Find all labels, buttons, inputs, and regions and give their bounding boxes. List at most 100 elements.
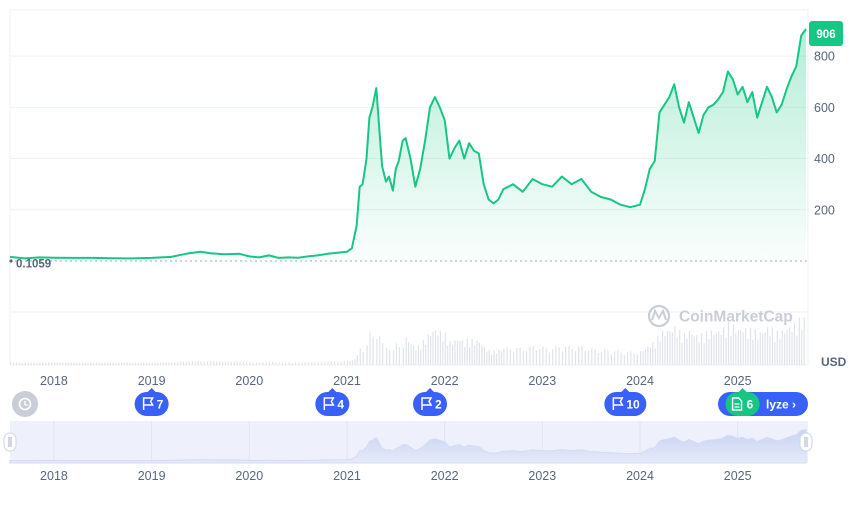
volume-bar	[498, 350, 500, 365]
volume-bar	[265, 362, 267, 365]
volume-bar	[749, 327, 752, 365]
volume-bar	[617, 350, 619, 365]
volume-bar	[252, 362, 254, 365]
volume-bar	[392, 350, 395, 365]
volume-bar	[776, 330, 778, 365]
event-flag-1[interactable]: 7	[134, 388, 169, 416]
volume-bar	[291, 362, 293, 365]
volume-bar	[774, 342, 776, 365]
volume-bar	[171, 362, 173, 365]
y-tick-label: 400	[814, 152, 835, 166]
volume-bar	[439, 330, 441, 365]
volume-bar	[662, 330, 664, 365]
volume-bar	[70, 362, 72, 365]
event-count: 7	[157, 398, 164, 412]
y-tick-label: 800	[814, 50, 835, 64]
volume-bar	[298, 362, 300, 365]
volume-bar	[376, 338, 378, 365]
volume-bar	[571, 349, 573, 365]
volume-bar	[483, 347, 485, 365]
x-tick-label: 2024	[626, 374, 654, 388]
volume-bar	[725, 337, 727, 365]
event-doc-5[interactable]: 6	[725, 388, 760, 416]
volume-bar	[327, 362, 329, 365]
x-axis: 2018 2019 2020 2021 2022 2023 2024 2025	[40, 374, 752, 388]
volume-bar	[623, 355, 625, 365]
volume-bar	[513, 351, 515, 365]
y-tick-label: 600	[814, 101, 835, 115]
volume-bar	[134, 362, 137, 365]
volume-bar	[415, 350, 417, 365]
volume-bar	[526, 351, 528, 365]
flag-icon	[612, 397, 624, 410]
volume-bar	[604, 349, 606, 365]
currency-label: USD	[821, 355, 847, 369]
volume-bar	[56, 362, 58, 365]
volume-bar	[548, 352, 550, 365]
volume-bar	[657, 336, 659, 365]
volume-bar	[542, 346, 544, 365]
volume-bar	[314, 362, 316, 365]
volume-bar	[90, 362, 92, 365]
volume-bar	[519, 347, 521, 365]
volume-bar	[532, 345, 534, 365]
volume-bar	[474, 345, 476, 365]
x-tick-label: 2019	[138, 374, 166, 388]
volume-bar	[461, 339, 463, 365]
volume-bar	[491, 354, 493, 365]
volume-bar	[185, 362, 187, 365]
event-flag-3[interactable]: 2	[413, 388, 447, 416]
volume-bar	[249, 362, 251, 365]
volume-bar	[652, 342, 654, 365]
volume-bar	[268, 361, 270, 365]
flag-icon	[421, 397, 433, 410]
volume-bar	[630, 351, 632, 365]
volume-bar	[456, 340, 459, 365]
volume-bar	[73, 362, 75, 365]
navigator-left-handle[interactable]	[3, 432, 17, 452]
volume-bar	[696, 335, 698, 365]
volume-bar	[574, 351, 577, 365]
volume-bar	[213, 361, 215, 365]
volume-bar	[552, 349, 554, 365]
volume-bar	[681, 343, 683, 365]
volume-bar	[317, 362, 319, 365]
volume-bar	[664, 336, 666, 365]
volume-bar	[727, 321, 730, 365]
range-navigator[interactable]	[3, 421, 813, 464]
volume-bar	[39, 362, 41, 365]
volume-bar	[207, 361, 209, 365]
volume-bar	[246, 361, 248, 365]
event-flag-4[interactable]: 10	[604, 388, 647, 416]
volume-bar	[476, 340, 478, 365]
volume-bar	[430, 335, 432, 365]
volume-bar	[24, 362, 26, 365]
volume-bar	[752, 339, 754, 365]
history-button[interactable]	[12, 391, 38, 417]
event-count: 10	[626, 398, 640, 412]
volume-bar	[10, 362, 12, 365]
event-flag-2[interactable]: 4	[315, 388, 350, 416]
volume-bar	[713, 334, 715, 365]
volume-bar	[123, 362, 125, 365]
volume-bar	[437, 335, 439, 365]
y-tick-label: 200	[814, 203, 835, 217]
event-count: 4	[337, 398, 344, 412]
volume-bar	[735, 332, 737, 365]
volume-bar	[334, 361, 336, 365]
volume-bar	[636, 354, 638, 365]
flag-icon	[323, 397, 335, 410]
document-icon	[731, 397, 743, 411]
volume-bar	[362, 351, 364, 365]
volume-bar	[444, 332, 446, 365]
volume-bar	[301, 362, 303, 365]
navigator-right-handle[interactable]	[799, 432, 813, 452]
volume-bar	[233, 361, 235, 365]
volume-bar	[529, 346, 531, 365]
volume-bar	[112, 362, 114, 365]
volume-bar	[21, 362, 23, 365]
volume-bar	[272, 362, 274, 365]
volume-bar	[647, 346, 649, 365]
volume-bar	[614, 351, 616, 365]
volume-bar	[417, 345, 419, 365]
